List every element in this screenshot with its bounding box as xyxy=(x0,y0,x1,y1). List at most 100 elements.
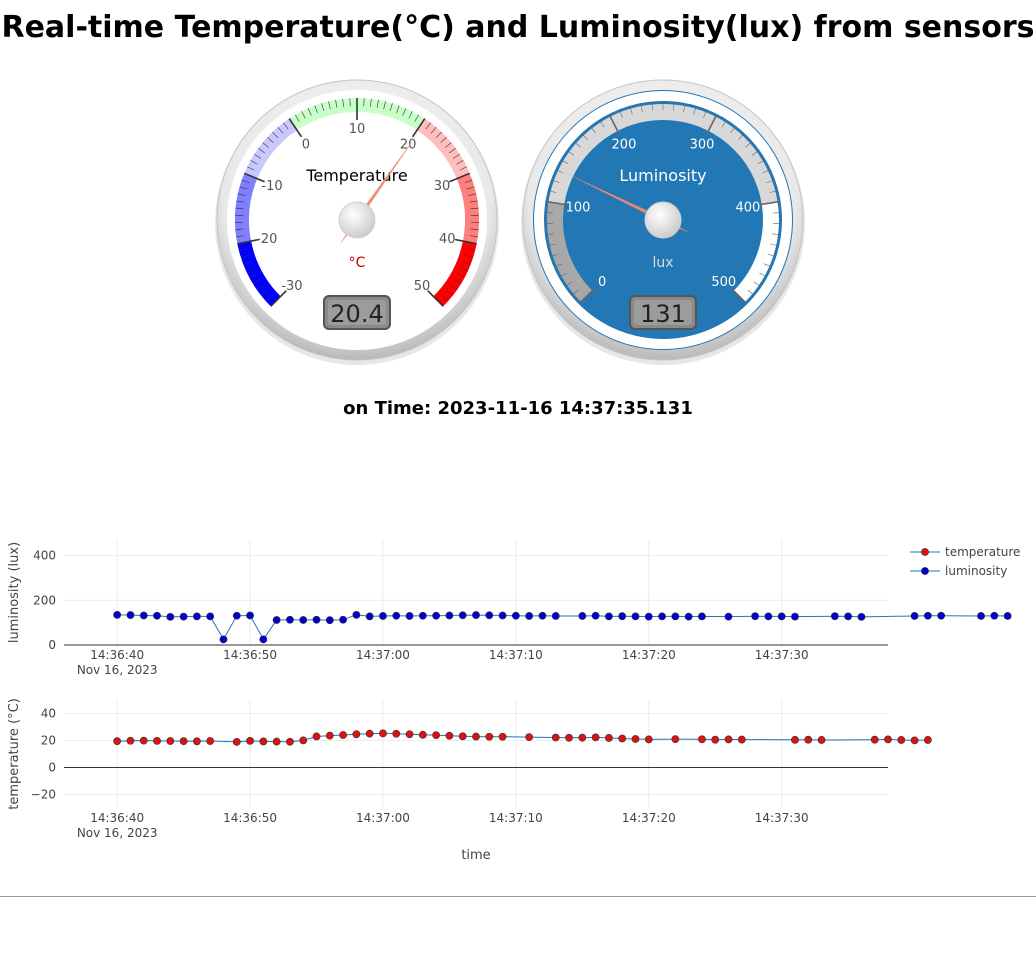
minor-tick xyxy=(240,254,249,258)
temperature-point xyxy=(591,733,600,742)
major-tick xyxy=(288,118,303,138)
major-tick xyxy=(237,238,260,245)
luminosity-point xyxy=(857,612,866,621)
minor-tick xyxy=(554,263,563,268)
temperature-point xyxy=(206,737,215,745)
minor-tick xyxy=(307,108,312,116)
minor-tick xyxy=(463,261,471,265)
minor-tick xyxy=(465,254,474,258)
minor-tick xyxy=(673,102,675,111)
temperature-point xyxy=(272,737,281,746)
luminosity-point xyxy=(618,612,627,621)
minor-tick xyxy=(342,98,344,107)
minor-tick xyxy=(243,261,251,265)
temperature-point xyxy=(498,732,507,741)
temperature-point xyxy=(179,737,188,746)
luminosity-point xyxy=(139,611,148,620)
minor-tick xyxy=(545,212,554,214)
temperature-point xyxy=(472,732,480,741)
minor-tick xyxy=(551,179,560,184)
temperature-point xyxy=(286,737,294,746)
minor-tick xyxy=(772,233,781,236)
minor-tick xyxy=(237,193,246,196)
minor-tick xyxy=(759,272,767,278)
minor-tick xyxy=(571,289,579,296)
temperature-point xyxy=(432,731,441,739)
temperature-point xyxy=(525,733,534,742)
minor-tick xyxy=(272,131,279,139)
legend: temperature luminosity xyxy=(910,545,1020,578)
luminosity-point xyxy=(193,612,201,621)
tick-label: 200 xyxy=(612,137,637,152)
luminosity-point xyxy=(126,611,135,619)
luminosity-point xyxy=(1003,612,1012,620)
value-box-inner xyxy=(328,300,386,325)
minor-tick xyxy=(469,200,478,203)
y-tick-label: 400 xyxy=(33,549,56,563)
temperature-point xyxy=(870,735,879,744)
minor-tick xyxy=(703,110,707,118)
minor-tick xyxy=(766,179,775,184)
minor-tick xyxy=(435,131,442,139)
minor-tick xyxy=(450,284,458,291)
highlight-band xyxy=(244,118,297,179)
minor-tick xyxy=(460,267,468,272)
gauge-title: Temperature xyxy=(305,166,407,185)
luminosity-point xyxy=(299,616,308,624)
minor-tick xyxy=(582,133,588,141)
minor-tick xyxy=(763,263,772,268)
x-tick-label: 14:37:30 xyxy=(755,811,809,825)
minor-tick xyxy=(459,166,467,171)
luminosity-point xyxy=(791,612,799,621)
minor-tick xyxy=(629,106,633,115)
x-date-label: Nov 16, 2023 xyxy=(77,826,158,840)
luminosity-point xyxy=(339,615,347,624)
tick-label: 30 xyxy=(434,179,451,194)
luminosity-point xyxy=(259,635,268,644)
minor-tick xyxy=(470,228,479,230)
minor-tick xyxy=(770,243,779,247)
x-tick-label: 14:36:50 xyxy=(223,811,277,825)
minor-tick xyxy=(556,169,564,174)
gauge-outer-ring xyxy=(534,91,792,349)
minor-tick xyxy=(249,273,257,278)
luminosity-point xyxy=(153,611,161,620)
temperature-point xyxy=(698,735,706,744)
luminosity-point xyxy=(272,616,281,624)
value-readout: 131 xyxy=(640,300,686,328)
major-tick xyxy=(427,290,444,307)
minor-tick xyxy=(547,243,556,247)
minor-tick xyxy=(236,200,245,203)
minor-tick xyxy=(762,169,770,174)
luminosity-point xyxy=(658,612,666,621)
luminosity-point xyxy=(591,611,600,620)
luminosity-point xyxy=(977,612,985,620)
minor-tick xyxy=(469,235,478,238)
minor-tick xyxy=(467,248,476,252)
luminosity-gauge: 0 100 200 300 400 500 Luminosity lux 131 xyxy=(521,79,805,365)
minor-tick xyxy=(683,104,686,113)
luminosity-point xyxy=(232,611,241,620)
major-tick xyxy=(449,172,471,183)
temperature-point xyxy=(711,735,720,744)
luminosity-point xyxy=(179,612,188,621)
gauge-units: °C xyxy=(349,255,366,271)
y-axis-title: luminosity (lux) xyxy=(7,542,22,643)
minor-tick xyxy=(767,253,776,257)
minor-tick xyxy=(464,179,473,183)
minor-tick xyxy=(470,207,479,210)
legend-label-temperature: temperature xyxy=(945,545,1020,559)
temperature-point xyxy=(312,732,321,741)
luminosity-point xyxy=(551,612,560,620)
minor-tick xyxy=(254,153,262,159)
temperature-point xyxy=(445,731,454,740)
minor-tick xyxy=(442,295,449,302)
x-tick-label: 14:36:40 xyxy=(90,648,144,662)
highlight-band xyxy=(733,201,779,303)
x-tick-label: 14:36:50 xyxy=(223,648,277,662)
temperature-point xyxy=(910,736,919,745)
minor-tick xyxy=(241,179,250,183)
minor-tick xyxy=(599,120,605,128)
